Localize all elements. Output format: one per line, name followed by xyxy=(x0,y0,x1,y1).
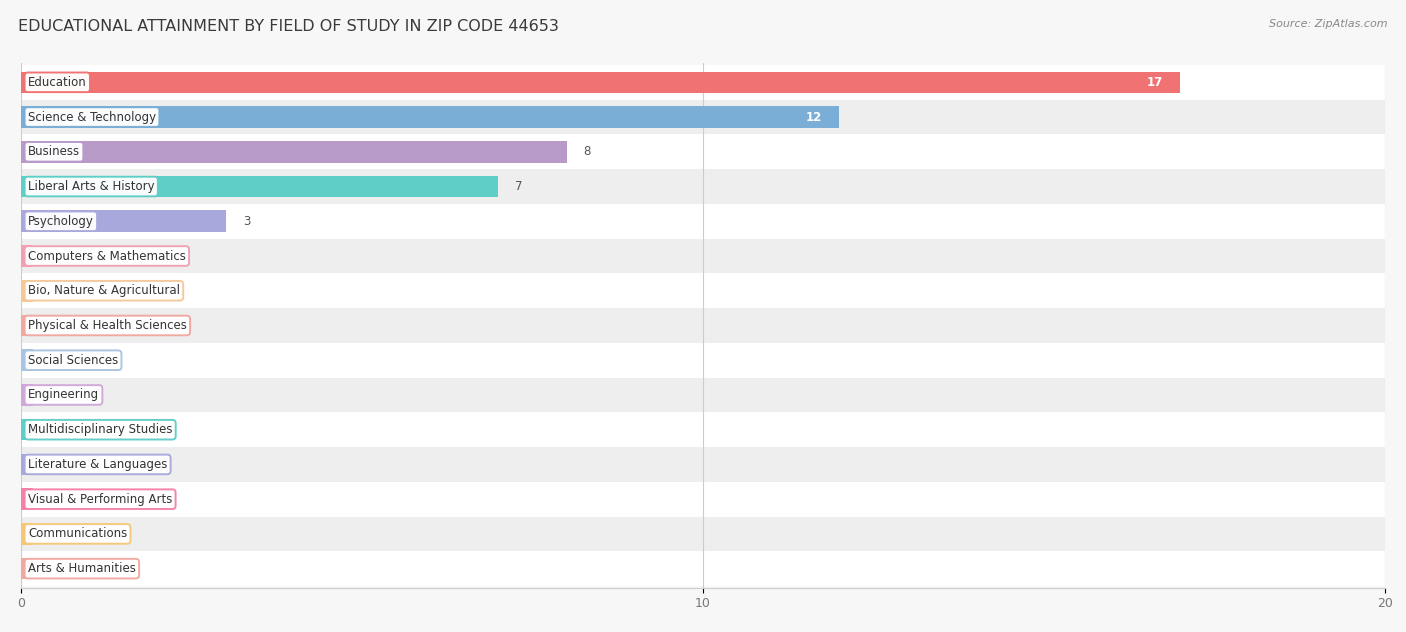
Bar xyxy=(0,412,1406,447)
Text: 0: 0 xyxy=(38,458,45,471)
Bar xyxy=(0,551,1406,586)
Text: 17: 17 xyxy=(1147,76,1163,89)
Text: EDUCATIONAL ATTAINMENT BY FIELD OF STUDY IN ZIP CODE 44653: EDUCATIONAL ATTAINMENT BY FIELD OF STUDY… xyxy=(18,19,560,34)
Bar xyxy=(21,106,839,128)
Text: 0: 0 xyxy=(38,319,45,332)
Text: 3: 3 xyxy=(243,215,250,228)
Text: Science & Technology: Science & Technology xyxy=(28,111,156,123)
Bar xyxy=(0,204,1406,239)
Text: Multidisciplinary Studies: Multidisciplinary Studies xyxy=(28,423,173,436)
Bar xyxy=(21,558,34,580)
Bar xyxy=(21,454,34,475)
Text: 0: 0 xyxy=(38,423,45,436)
Bar xyxy=(21,419,34,441)
Text: Social Sciences: Social Sciences xyxy=(28,354,118,367)
Text: 0: 0 xyxy=(38,528,45,540)
Bar xyxy=(0,135,1406,169)
Text: Business: Business xyxy=(28,145,80,158)
Bar xyxy=(21,141,567,162)
Text: Education: Education xyxy=(28,76,87,89)
Bar xyxy=(0,239,1406,274)
Bar xyxy=(0,274,1406,308)
Text: Physical & Health Sciences: Physical & Health Sciences xyxy=(28,319,187,332)
Bar xyxy=(0,516,1406,551)
Text: 0: 0 xyxy=(38,389,45,401)
Bar xyxy=(0,343,1406,377)
Bar xyxy=(21,210,226,232)
Bar xyxy=(21,523,34,545)
Bar xyxy=(21,280,34,301)
Bar xyxy=(0,377,1406,412)
Bar xyxy=(0,308,1406,343)
Bar xyxy=(0,447,1406,482)
Text: Arts & Humanities: Arts & Humanities xyxy=(28,562,136,575)
Bar xyxy=(21,315,34,336)
Text: Liberal Arts & History: Liberal Arts & History xyxy=(28,180,155,193)
Bar xyxy=(21,176,499,197)
Bar xyxy=(21,245,34,267)
Text: 0: 0 xyxy=(38,250,45,262)
Bar xyxy=(0,100,1406,135)
Bar xyxy=(0,65,1406,100)
Text: Visual & Performing Arts: Visual & Performing Arts xyxy=(28,493,173,506)
Text: 7: 7 xyxy=(516,180,523,193)
Text: 0: 0 xyxy=(38,354,45,367)
Text: 0: 0 xyxy=(38,493,45,506)
Text: 0: 0 xyxy=(38,284,45,297)
Text: Source: ZipAtlas.com: Source: ZipAtlas.com xyxy=(1270,19,1388,29)
Bar xyxy=(21,71,1181,93)
Text: Communications: Communications xyxy=(28,528,127,540)
Text: 0: 0 xyxy=(38,562,45,575)
Bar xyxy=(0,482,1406,516)
Text: Engineering: Engineering xyxy=(28,389,98,401)
Text: Bio, Nature & Agricultural: Bio, Nature & Agricultural xyxy=(28,284,180,297)
Text: Literature & Languages: Literature & Languages xyxy=(28,458,167,471)
Text: Computers & Mathematics: Computers & Mathematics xyxy=(28,250,186,262)
Bar xyxy=(0,169,1406,204)
Bar xyxy=(21,349,34,371)
Bar xyxy=(21,489,34,510)
Text: Psychology: Psychology xyxy=(28,215,94,228)
Text: 8: 8 xyxy=(583,145,591,158)
Text: 12: 12 xyxy=(806,111,823,123)
Bar xyxy=(21,384,34,406)
